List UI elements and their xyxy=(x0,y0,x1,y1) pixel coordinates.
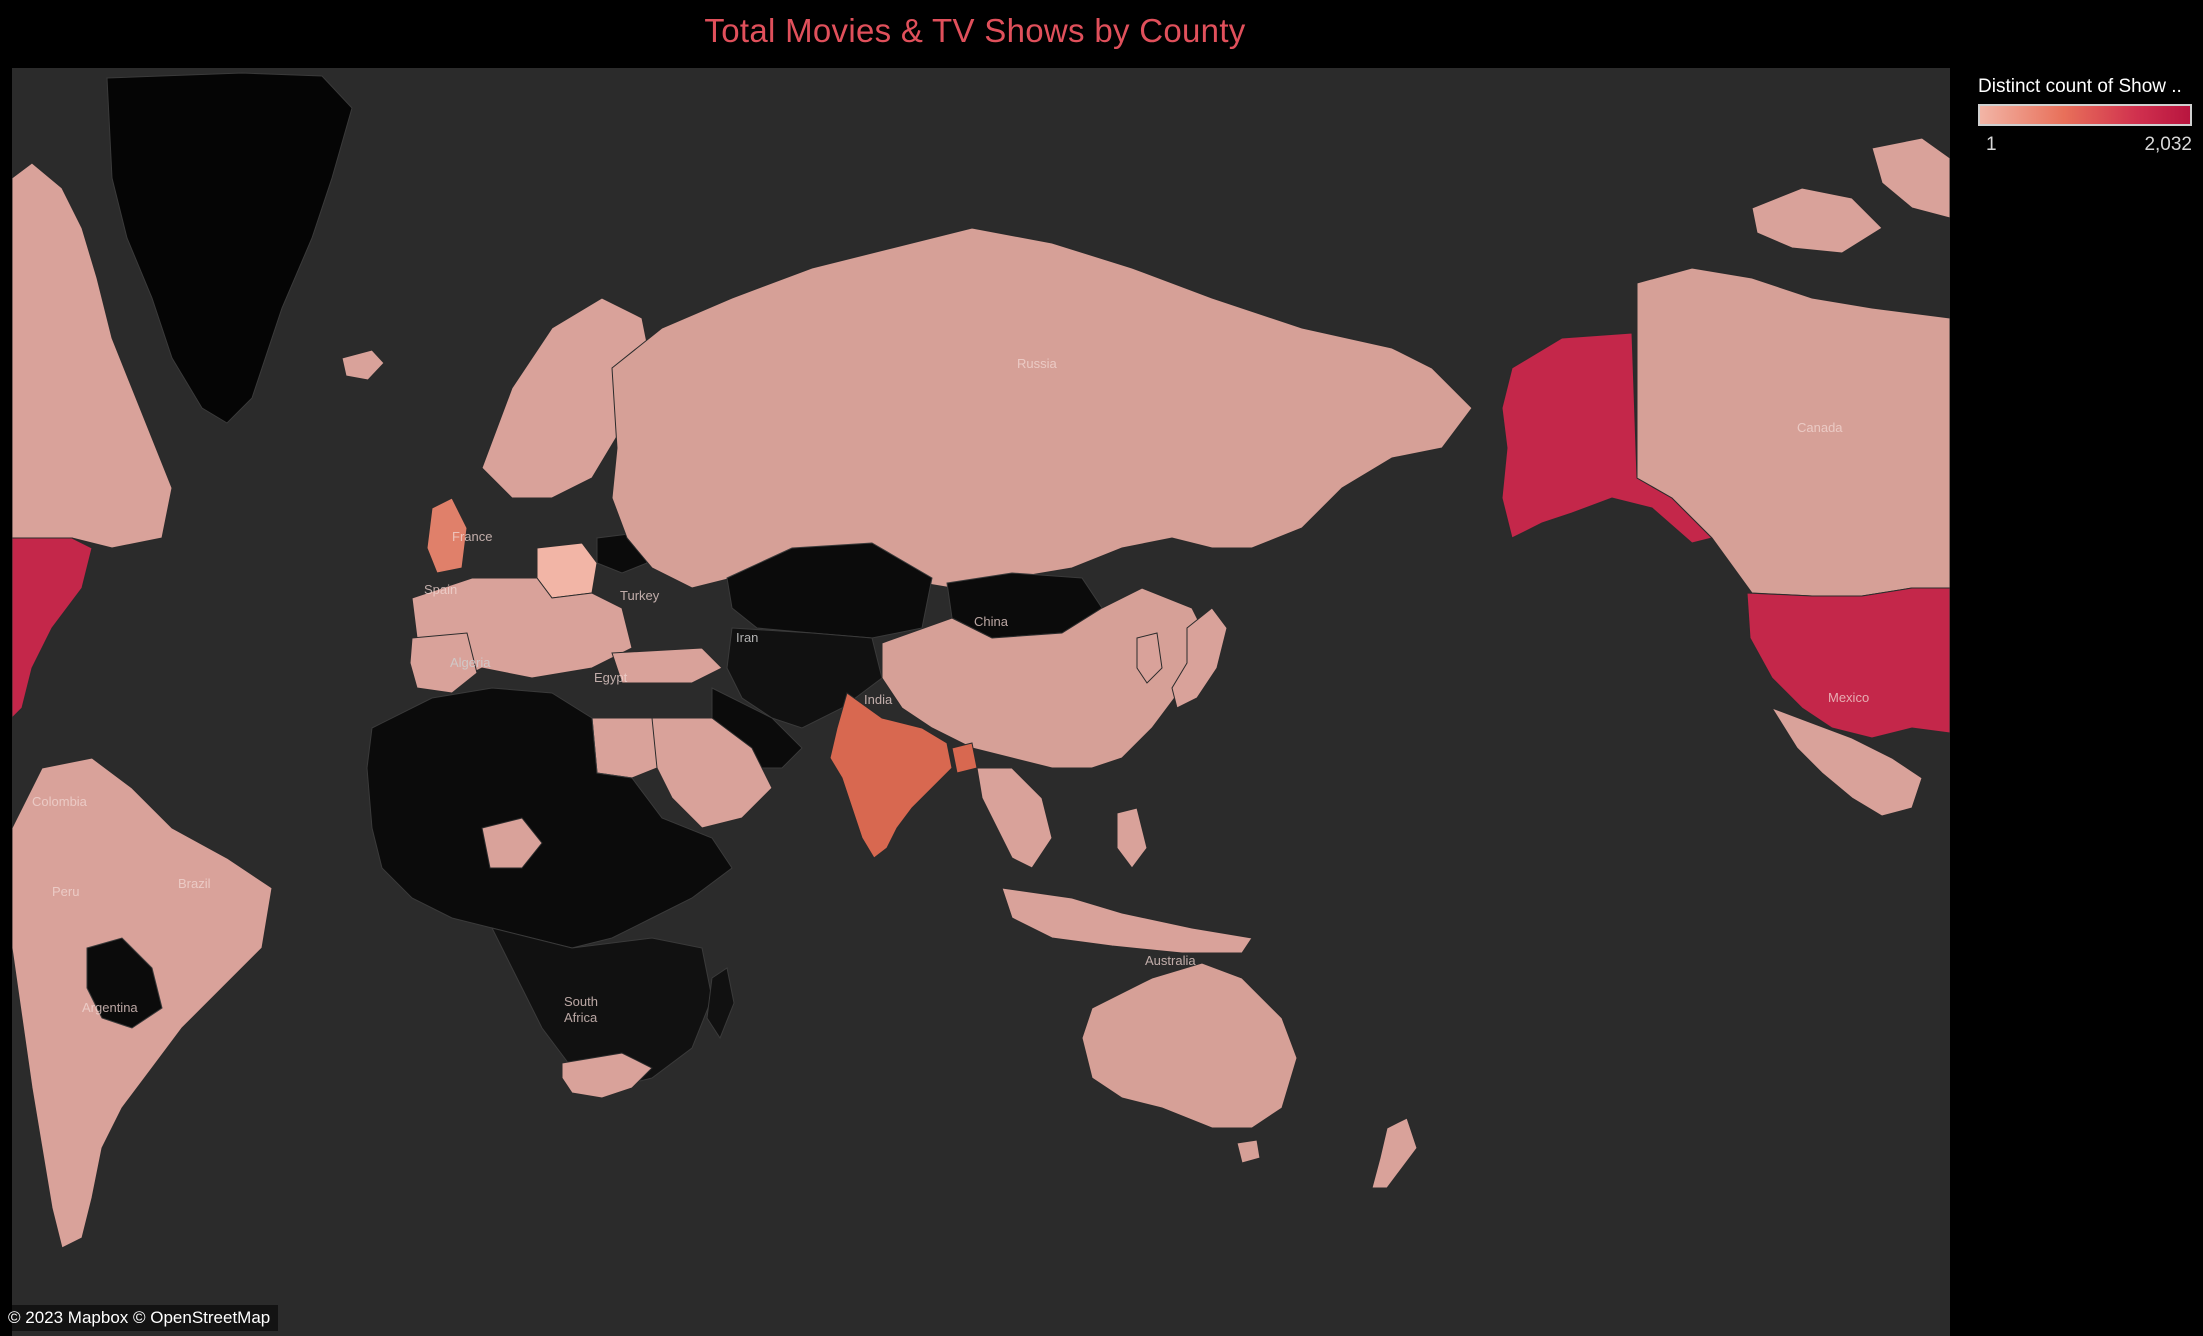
region-new-zealand[interactable] xyxy=(1371,1117,1418,1189)
label-india: India xyxy=(864,692,893,707)
label-egypt: Egypt xyxy=(594,670,628,685)
choropleth-map[interactable]: Russia Canada China India Iran Algeria E… xyxy=(12,68,1950,1336)
region-canada[interactable] xyxy=(1636,267,1950,597)
region-madagascar[interactable] xyxy=(706,967,735,1040)
region-arctic-islands[interactable] xyxy=(1751,187,1883,254)
legend-title: Distinct count of Show .. xyxy=(1978,76,2182,97)
label-spain: Spain xyxy=(424,582,457,597)
region-uk[interactable] xyxy=(426,497,468,574)
label-mexico: Mexico xyxy=(1828,690,1869,705)
label-france: France xyxy=(452,529,492,544)
region-arctic-islands-2[interactable] xyxy=(1871,137,1950,219)
label-colombia: Colombia xyxy=(32,794,88,809)
region-iberia[interactable] xyxy=(409,632,478,694)
region-nigeria[interactable] xyxy=(481,817,543,869)
label-peru: Peru xyxy=(52,884,79,899)
legend-gradient-bar xyxy=(1978,104,2192,126)
region-china[interactable] xyxy=(881,587,1213,769)
label-south-africa-line1: South xyxy=(564,994,598,1009)
legend-min-label: 1 xyxy=(1986,134,1997,155)
label-canada: Canada xyxy=(1797,420,1843,435)
region-south-africa[interactable] xyxy=(561,1052,653,1099)
region-russia[interactable] xyxy=(611,227,1473,589)
region-usa[interactable] xyxy=(1746,587,1950,739)
label-south-africa-line2: Africa xyxy=(564,1010,598,1025)
label-russia: Russia xyxy=(1017,356,1058,371)
legend-scale: 1 2,032 xyxy=(1978,134,2192,156)
legend-max-label: 2,032 xyxy=(2144,134,2192,155)
label-argentina: Argentina xyxy=(82,1000,138,1015)
region-turkey[interactable] xyxy=(611,647,723,684)
region-philippines[interactable] xyxy=(1116,807,1148,869)
region-iceland[interactable] xyxy=(341,349,385,381)
page-title: Total Movies & TV Shows by County xyxy=(704,12,1246,49)
label-brazil: Brazil xyxy=(178,876,211,891)
label-iran: Iran xyxy=(736,630,758,645)
region-indonesia[interactable] xyxy=(1001,887,1253,954)
region-bolivia[interactable] xyxy=(86,937,163,1029)
region-australia[interactable] xyxy=(1081,962,1298,1129)
region-korea[interactable] xyxy=(1136,632,1163,684)
label-china: China xyxy=(974,614,1009,629)
region-alaska[interactable] xyxy=(1501,332,1713,544)
region-mexico[interactable] xyxy=(1770,707,1923,817)
region-kazakhstan[interactable] xyxy=(726,542,933,639)
region-bangladesh[interactable] xyxy=(951,742,978,774)
region-central-asia[interactable] xyxy=(726,627,883,729)
region-japan[interactable] xyxy=(1171,607,1228,709)
region-usa-east[interactable] xyxy=(12,537,93,719)
label-turkey: Turkey xyxy=(620,588,660,603)
label-algeria: Algeria xyxy=(450,655,491,670)
region-central-africa[interactable] xyxy=(491,927,713,1089)
region-southeast-asia[interactable] xyxy=(976,767,1053,869)
label-australia: Australia xyxy=(1145,953,1196,968)
map-attribution[interactable]: © 2023 Mapbox © OpenStreetMap xyxy=(0,1305,279,1331)
region-egypt[interactable] xyxy=(591,717,658,779)
region-greenland[interactable] xyxy=(106,72,353,424)
region-tasmania[interactable] xyxy=(1236,1139,1261,1164)
map-canvas[interactable]: Russia Canada China India Iran Algeria E… xyxy=(12,68,1950,1336)
region-arabia[interactable] xyxy=(651,717,773,829)
color-legend: Distinct count of Show .. 1 2,032 xyxy=(1978,76,2198,156)
region-north-africa[interactable] xyxy=(366,687,733,949)
region-india[interactable] xyxy=(829,692,953,859)
